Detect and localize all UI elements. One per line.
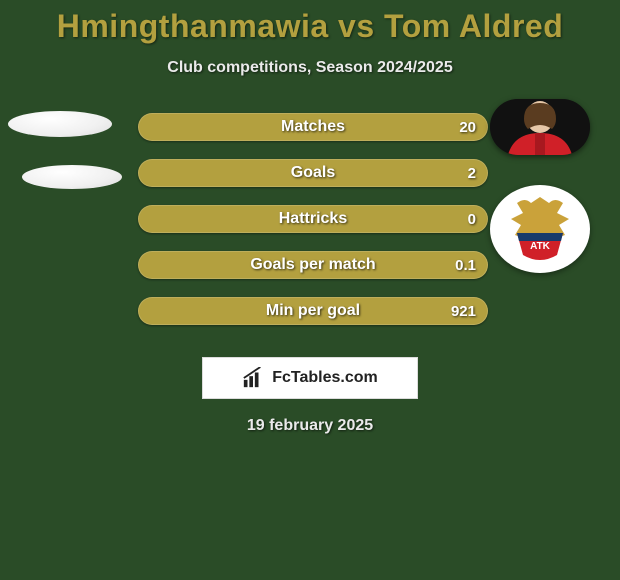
stat-bar-goals: Goals 2 xyxy=(138,159,488,187)
subtitle: Club competitions, Season 2024/2025 xyxy=(0,59,620,77)
stat-right-value: 921 xyxy=(451,303,476,320)
stat-right-value: 0.1 xyxy=(455,257,476,274)
stat-bar-min-per-goal: Min per goal 921 xyxy=(138,297,488,325)
left-player-column xyxy=(8,105,128,189)
stat-right-value: 2 xyxy=(468,165,476,182)
club-crest: ATK xyxy=(490,185,590,273)
brand-text: FcTables.com xyxy=(272,369,378,387)
brand-link[interactable]: FcTables.com xyxy=(202,357,418,399)
left-placeholder-1 xyxy=(8,111,112,137)
svg-text:ATK: ATK xyxy=(530,241,551,252)
stat-label: Goals xyxy=(138,164,488,182)
comparison-content: Matches 20 Goals 2 Hattricks 0 Goals per… xyxy=(0,105,620,345)
stat-bar-goals-per-match: Goals per match 0.1 xyxy=(138,251,488,279)
player-avatar xyxy=(490,99,590,155)
stat-label: Min per goal xyxy=(138,302,488,320)
stat-label: Goals per match xyxy=(138,256,488,274)
stat-right-value: 20 xyxy=(459,119,476,136)
stat-bar-matches: Matches 20 xyxy=(138,113,488,141)
bar-chart-icon xyxy=(242,367,264,389)
stat-right-value: 0 xyxy=(468,211,476,228)
footer: FcTables.com 19 february 2025 xyxy=(0,357,620,435)
date-text: 19 february 2025 xyxy=(0,417,620,435)
stat-bar-hattricks: Hattricks 0 xyxy=(138,205,488,233)
stat-label: Matches xyxy=(138,118,488,136)
stat-label: Hattricks xyxy=(138,210,488,228)
stat-bars: Matches 20 Goals 2 Hattricks 0 Goals per… xyxy=(138,113,488,343)
right-player-column: ATK xyxy=(490,99,600,273)
club-crest-icon: ATK xyxy=(497,191,583,267)
player-avatar-icon xyxy=(490,99,590,155)
page-title: Hmingthanmawia vs Tom Aldred xyxy=(0,8,620,45)
left-placeholder-2 xyxy=(22,165,122,189)
